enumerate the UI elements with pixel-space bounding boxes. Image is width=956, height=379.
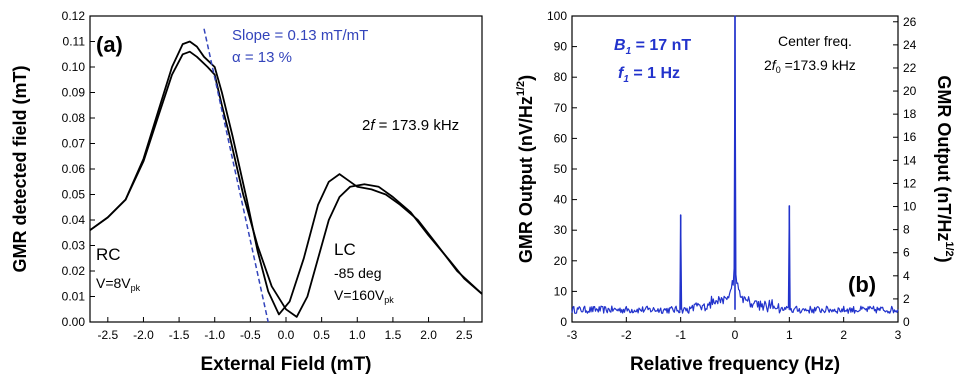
slope-annotation: Slope = 0.13 mT/mT	[232, 27, 368, 44]
y-tick-label: 40	[554, 193, 568, 207]
x-tick-label: 0.5	[313, 328, 330, 342]
y2-tick-label: 12	[903, 176, 917, 190]
series-line-2	[89, 40, 483, 316]
slope-fit-line	[203, 28, 269, 323]
panel-a: 0.00 0.01 0.02 0.03 0.04 0.05 0.06 0.07 0.08 0.09…	[10, 9, 483, 375]
y2-tick-label: 20	[903, 84, 917, 98]
y2-tick-label: 22	[903, 61, 917, 75]
y-axis-ticks-b: 0 10 20 30 40 50 60 70 80 90 100	[547, 9, 577, 329]
y-tick-label: 0.06	[62, 162, 86, 176]
x-tick-label: 0.0	[278, 328, 295, 342]
lc-voltage: V=160Vpk	[334, 287, 394, 305]
x-tick-label: -2.5	[97, 328, 118, 342]
y-tick-label: 0.08	[62, 111, 86, 125]
y2-tick-label: 0	[903, 315, 910, 329]
x-tick-label: 1	[786, 328, 793, 342]
y2-tick-label: 4	[903, 269, 910, 283]
x-tick-label: -1.5	[169, 328, 190, 342]
y2-tick-label: 2	[903, 292, 910, 306]
y-axis-label-a: GMR detected field (mT)	[10, 65, 30, 272]
rc-label: RC	[96, 245, 121, 264]
y-tick-label: 10	[554, 284, 568, 298]
alpha-annotation: α = 13 %	[232, 49, 292, 66]
x-tick-label: -0.5	[240, 328, 261, 342]
y-tick-label: 90	[554, 40, 568, 54]
y2-tick-label: 10	[903, 200, 917, 214]
lc-phase: -85 deg	[334, 265, 381, 281]
lc-label: LC	[334, 240, 356, 259]
y2-tick-label: 6	[903, 246, 910, 260]
x-axis-label-a: External Field (mT)	[200, 354, 371, 375]
y-tick-label: 0.05	[62, 188, 86, 202]
x-tick-label: 1.0	[349, 328, 366, 342]
y-tick-label: 30	[554, 223, 568, 237]
drive-frequency-annotation: 2f = 173.9 kHz	[362, 117, 459, 134]
panel-label-b: (b)	[848, 272, 876, 297]
series-group-a	[89, 28, 483, 323]
b1-annotation: B1 = 17 nT	[614, 37, 691, 57]
x-axis-ticks-a: -2.5 -2.0 -1.5 -1.0 -0.5 0.0 0.5 1.0 1.5 2.0 2.5	[97, 317, 473, 342]
y-tick-label: 0.07	[62, 137, 86, 151]
y-tick-label: 100	[547, 9, 567, 23]
center-frequency-value: 2f0 =173.9 kHz	[764, 57, 856, 75]
y-tick-label: 0.09	[62, 86, 86, 100]
y-tick-label: 0.11	[63, 35, 86, 49]
panel-label-a: (a)	[96, 32, 123, 57]
y-tick-label: 80	[554, 70, 568, 84]
x-tick-label: -1.0	[204, 328, 225, 342]
y-tick-label: 20	[554, 254, 568, 268]
x-tick-label: 0	[732, 328, 739, 342]
center-frequency-title: Center freq.	[778, 33, 852, 49]
y-tick-label: 0	[560, 315, 567, 329]
y-tick-label: 0.12	[62, 9, 86, 23]
x-tick-label: -2	[621, 328, 632, 342]
x-tick-label: -3	[567, 328, 578, 342]
y-tick-label: 70	[554, 101, 568, 115]
y-axis-ticks-a: 0.00 0.01 0.02 0.03 0.04 0.05 0.06 0.07 0.08 0.09…	[62, 9, 95, 329]
y-tick-label: 0.03	[62, 239, 86, 253]
y2-tick-label: 14	[903, 153, 917, 167]
y2-tick-label: 8	[903, 223, 910, 237]
x-axis-ticks-b: -3 -2 -1 0 1 2 3	[567, 317, 902, 342]
x-tick-label: -1	[675, 328, 686, 342]
series-group-b	[571, 15, 899, 314]
x-tick-label: 3	[895, 328, 902, 342]
y-tick-label: 0.10	[62, 60, 86, 74]
y-axis-label-b: GMR Output (nV/Hz1/2)	[515, 75, 536, 263]
y-tick-label: 0.01	[62, 290, 86, 304]
f1-annotation: f1 = 1 Hz	[618, 65, 680, 85]
y-tick-label: 0.04	[62, 213, 86, 227]
y2-tick-label: 16	[903, 130, 917, 144]
x-axis-label-b: Relative frequency (Hz)	[630, 354, 840, 375]
y-tick-label: 60	[554, 131, 568, 145]
rc-voltage: V=8Vpk	[96, 275, 141, 293]
y-tick-label: 0.02	[62, 264, 86, 278]
x-tick-label: 1.5	[385, 328, 402, 342]
x-tick-label: 2.0	[420, 328, 437, 342]
y2-tick-label: 18	[903, 107, 917, 121]
x-tick-label: 2.5	[456, 328, 473, 342]
x-tick-label: 2	[840, 328, 847, 342]
y2-tick-label: 24	[903, 38, 917, 52]
y2-tick-label: 26	[903, 15, 917, 29]
y-tick-label: 0.00	[62, 315, 86, 329]
x-tick-label: -2.0	[133, 328, 154, 342]
y2-axis-label-b: GMR Output (nT/Hz1/2)	[934, 75, 955, 262]
series-line-1	[89, 50, 483, 318]
y-tick-label: 50	[554, 162, 568, 176]
